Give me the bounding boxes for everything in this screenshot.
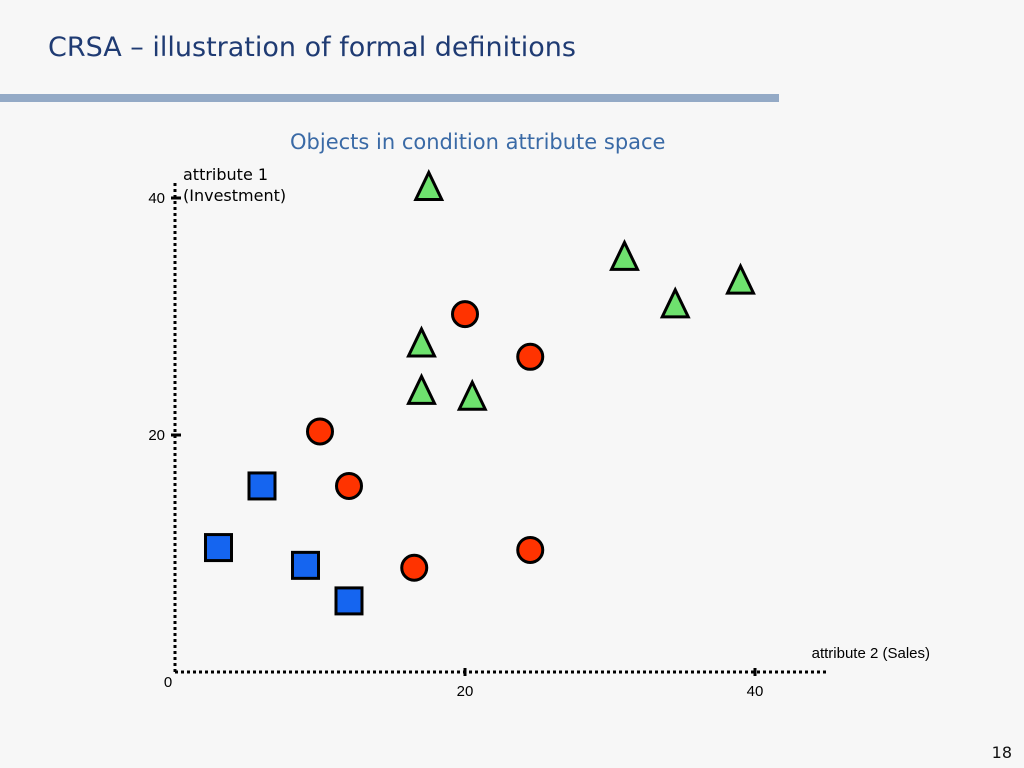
y-axis-label-line1: attribute 1	[183, 165, 268, 184]
x-tick-label: 20	[457, 683, 474, 700]
square-point	[334, 586, 364, 616]
y-tick-label: 40	[148, 190, 165, 207]
y-tick-label: 20	[148, 427, 165, 444]
triangle-point	[413, 169, 445, 202]
origin-label: 0	[164, 674, 172, 691]
triangle-point	[406, 372, 437, 405]
triangle-point	[406, 325, 437, 358]
triangle-point	[456, 378, 488, 411]
slide-title: CRSA – illustration of formal definition…	[48, 32, 576, 63]
x-axis-label: attribute 2 (Sales)	[812, 645, 930, 662]
triangle-point	[609, 238, 640, 271]
circle-point	[516, 535, 545, 564]
triangle-point	[659, 286, 691, 319]
square-point	[247, 471, 277, 501]
square-point	[204, 533, 233, 563]
square-point	[291, 550, 320, 580]
circle-point	[451, 300, 479, 329]
page-number: 18	[991, 743, 1012, 762]
circle-point	[516, 342, 545, 371]
x-tick-label: 40	[747, 683, 764, 700]
chart-title: Objects in condition attribute space	[290, 130, 666, 154]
triangle-point	[725, 262, 756, 295]
circle-point	[335, 471, 363, 500]
y-axis-label-line2: (Investment)	[183, 186, 286, 205]
circle-point	[400, 553, 429, 582]
circle-point	[306, 417, 334, 446]
title-underline	[0, 94, 779, 102]
